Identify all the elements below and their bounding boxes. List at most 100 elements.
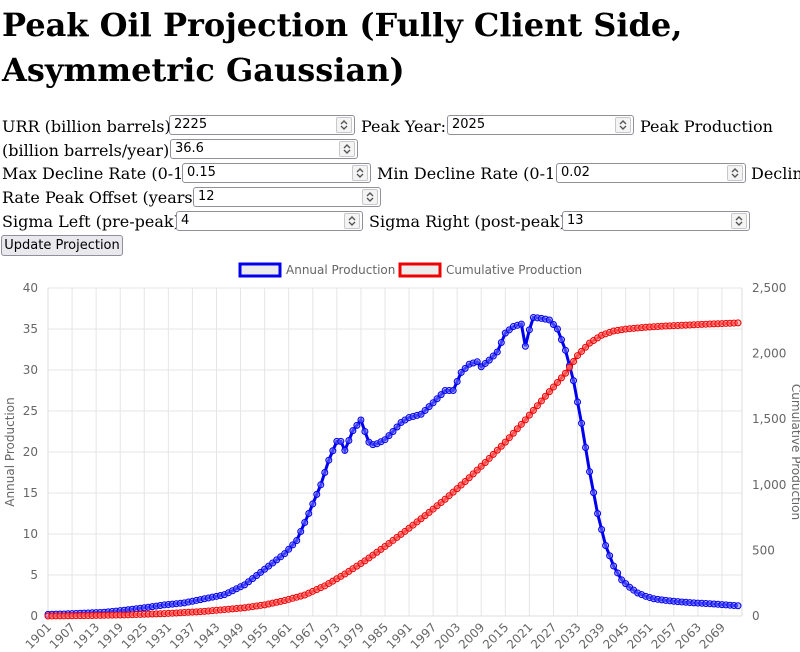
annual-production-points xyxy=(44,314,742,618)
annual-data-point xyxy=(385,432,393,440)
x-tick-label: 2063 xyxy=(672,620,703,651)
annual-data-point xyxy=(578,419,586,427)
x-tick-label: 2069 xyxy=(697,620,728,651)
annual-data-point xyxy=(610,562,618,570)
cumulative-data-point xyxy=(505,434,513,442)
annual-data-point xyxy=(497,339,505,347)
y-right-tick-label: 500 xyxy=(752,543,775,557)
sigma-left-spinner-icon[interactable] xyxy=(344,213,360,229)
x-tick-label: 1949 xyxy=(215,620,246,651)
sigma-right-value: 13 xyxy=(567,213,584,228)
annual-data-point xyxy=(598,525,606,533)
y-left-tick-label: 5 xyxy=(30,568,38,582)
rate-offset-spinner-icon[interactable] xyxy=(362,189,378,205)
annual-data-point xyxy=(594,510,602,517)
y-right-tick-label: 2,000 xyxy=(752,347,786,361)
y-left-tick-label: 15 xyxy=(23,486,38,500)
cumulative-data-point xyxy=(513,425,521,433)
annual-data-point xyxy=(317,481,325,489)
annual-data-point xyxy=(361,428,369,435)
x-tick-label: 1937 xyxy=(167,620,198,651)
max-decline-spinner-icon[interactable] xyxy=(352,165,368,181)
annual-data-point xyxy=(329,447,337,455)
sigma-right-spinner-icon[interactable] xyxy=(731,213,747,229)
cumulative-data-point xyxy=(497,442,505,450)
annual-data-point xyxy=(321,469,329,476)
cumulative-data-point xyxy=(493,446,501,454)
cumulative-data-point xyxy=(578,347,586,355)
y-left-tick-label: 25 xyxy=(23,404,38,418)
cumulative-data-point xyxy=(553,378,561,386)
peak-production-spinner-icon[interactable] xyxy=(339,141,355,157)
cumulative-data-point xyxy=(574,352,582,360)
legend-label-annual[interactable]: Annual Production xyxy=(286,263,395,277)
legend-swatch-annual[interactable] xyxy=(238,262,282,278)
decline-label-truncated: Declin xyxy=(751,164,800,183)
annual-data-point xyxy=(485,356,493,364)
min-decline-spinner-icon[interactable] xyxy=(727,165,743,181)
annual-data-point xyxy=(561,346,569,354)
y-right-tick-label: 0 xyxy=(752,609,760,623)
min-decline-label: Min Decline Rate (0-1): xyxy=(377,164,567,183)
page-title: Peak Oil Projection (Fully Client Side, … xyxy=(2,6,683,89)
cumulative-data-point xyxy=(521,416,529,424)
cumulative-data-point xyxy=(561,369,569,377)
sigma-left-value: 4 xyxy=(181,213,190,228)
annual-data-point xyxy=(429,399,437,407)
y-left-tick-label: 35 xyxy=(23,322,38,336)
peak-production-label: Peak Production xyxy=(640,117,773,136)
annual-data-point xyxy=(553,325,561,333)
cumulative-data-point xyxy=(529,406,537,414)
annual-data-point xyxy=(473,358,481,366)
sigma-right-label: Sigma Right (post-peak): xyxy=(369,212,572,231)
urr-input[interactable]: 2225 xyxy=(169,115,355,135)
annual-data-point xyxy=(489,352,497,360)
cumulative-data-point xyxy=(509,429,517,437)
rate-offset-input[interactable]: 12 xyxy=(193,187,381,207)
annual-data-point xyxy=(285,545,293,553)
x-tick-label: 1955 xyxy=(239,620,270,651)
annual-data-point xyxy=(517,320,525,328)
annual-data-point xyxy=(549,320,557,328)
x-tick-label: 2015 xyxy=(480,620,511,651)
annual-data-point xyxy=(734,602,742,610)
x-tick-label: 1997 xyxy=(408,620,439,651)
sigma-left-input[interactable]: 4 xyxy=(176,211,363,231)
min-decline-input[interactable]: 0.02 xyxy=(556,163,746,183)
legend-label-cumulative[interactable]: Cumulative Production xyxy=(446,263,582,277)
chart-legend[interactable]: Annual Production Cumulative Production xyxy=(238,262,582,278)
cumulative-data-point xyxy=(570,357,578,365)
peak-year-spinner-icon[interactable] xyxy=(615,117,631,133)
x-tick-label: 1931 xyxy=(143,620,174,651)
peak-production-label-cont: (billion barrels/year): xyxy=(2,141,175,160)
update-projection-button[interactable]: Update Projection xyxy=(1,235,123,256)
annual-data-point xyxy=(357,416,365,424)
annual-data-point xyxy=(493,348,501,356)
annual-data-point xyxy=(586,468,594,476)
rate-offset-label: Rate Peak Offset (years): xyxy=(2,188,205,207)
y-left-tick-label: 40 xyxy=(23,281,38,295)
max-decline-input[interactable]: 0.15 xyxy=(182,163,371,183)
annual-data-point xyxy=(570,377,578,385)
sigma-right-input[interactable]: 13 xyxy=(562,211,750,231)
chart-series xyxy=(44,314,742,620)
cumulative-data-point xyxy=(501,438,509,446)
urr-spinner-icon[interactable] xyxy=(336,117,352,133)
peak-year-value: 2025 xyxy=(452,117,486,132)
y-right-tick-label: 1,500 xyxy=(752,412,786,426)
peak-year-input[interactable]: 2025 xyxy=(447,115,634,135)
annual-data-point xyxy=(301,519,309,527)
min-decline-value: 0.02 xyxy=(561,165,590,180)
annual-data-point xyxy=(614,569,622,577)
annual-data-point xyxy=(590,489,598,497)
legend-swatch-cumulative[interactable] xyxy=(398,262,442,278)
cumulative-data-point xyxy=(485,454,493,462)
annual-data-point xyxy=(457,368,465,376)
max-decline-value: 0.15 xyxy=(187,165,216,180)
annual-data-point xyxy=(381,436,389,444)
cumulative-data-point xyxy=(533,402,541,410)
cumulative-data-point xyxy=(525,411,533,419)
x-tick-label: 1919 xyxy=(95,620,126,651)
urr-label: URR (billion barrels): xyxy=(2,117,177,136)
peak-production-input[interactable]: 36.6 xyxy=(170,139,358,159)
